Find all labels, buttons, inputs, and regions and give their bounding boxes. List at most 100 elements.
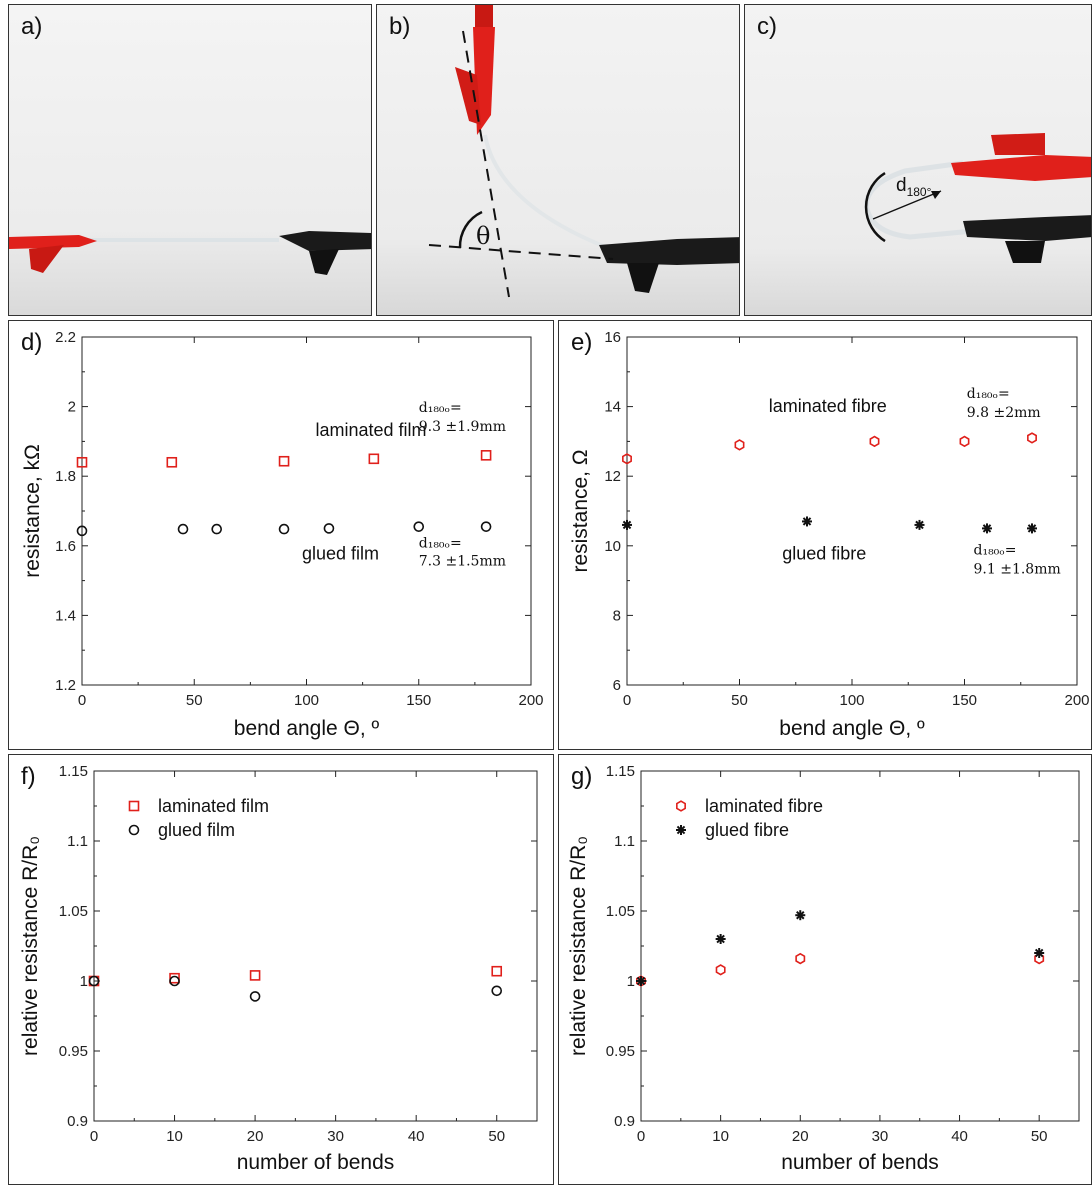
x-tick-label: 50 <box>731 692 748 709</box>
annotation-note: d₁₈₀ₒ= <box>967 386 1010 402</box>
y-tick-label: 1.8 <box>55 468 76 485</box>
data-point <box>249 991 261 1002</box>
legend-label: glued fibre <box>705 820 789 840</box>
red-clip <box>455 5 495 135</box>
red-clip <box>951 133 1091 181</box>
legend-marker <box>128 824 140 836</box>
x-tick-label: 200 <box>1064 692 1089 709</box>
y-axis-title: relative resistance R/R₀ <box>19 836 42 1056</box>
legend-label: glued film <box>158 820 235 840</box>
y-tick-label: 1.15 <box>606 763 635 780</box>
chart-panel-g: 0 10 20 30 40 50 0.9 0.95 1 1.05 1.1 1.15 number of … <box>558 754 1092 1185</box>
data-point <box>413 521 425 532</box>
data-point <box>1034 948 1045 958</box>
y-axis-title: relative resistance R/R₀ <box>567 836 590 1056</box>
annotation-label: glued film <box>302 544 379 564</box>
annotation-note: d₁₈₀ₒ= <box>419 400 462 416</box>
dashed-line-vertical <box>462 30 510 298</box>
x-tick-label: 50 <box>1031 1128 1048 1145</box>
data-point <box>249 970 261 981</box>
data-point <box>715 934 726 944</box>
y-tick-label: 1.6 <box>55 538 76 555</box>
y-tick-label: 1.4 <box>55 607 76 624</box>
annotation-note: 9.3 ±1.9mm <box>419 419 506 435</box>
y-tick-label: 16 <box>604 329 621 346</box>
data-point <box>622 519 632 530</box>
chart-panel-f: 0 10 20 30 40 50 0.9 0.95 1 1.05 1.1 1.15 number of … <box>8 754 554 1185</box>
legend-marker <box>128 800 140 812</box>
photo-background <box>377 5 739 315</box>
data-point <box>177 523 189 535</box>
x-axis-title: bend angle Θ, º <box>234 717 380 740</box>
data-point <box>914 519 925 530</box>
annotation-label: laminated fibre <box>769 396 887 416</box>
y-tick-label: 10 <box>604 538 621 555</box>
x-tick-label: 40 <box>408 1128 425 1145</box>
data-point <box>869 435 880 448</box>
panel-label-d: d) <box>21 329 43 356</box>
legend-label: laminated fibre <box>705 796 823 816</box>
x-tick-label: 0 <box>623 692 631 709</box>
panel-label-f: f) <box>21 763 36 790</box>
legend-label: laminated film <box>158 796 269 816</box>
y-tick-label: 0.95 <box>606 1043 635 1060</box>
diameter-subscript: 180° <box>907 185 932 199</box>
svg-text:d180°: d180° <box>896 175 932 199</box>
annotation-note: 7.3 ±1.5mm <box>419 554 506 570</box>
data-point <box>715 964 726 976</box>
series-laminated-fibre <box>636 952 1045 987</box>
y-tick-label: 1.1 <box>614 833 635 850</box>
series-1 <box>76 521 492 537</box>
x-tick-label: 20 <box>792 1128 809 1145</box>
x-axis-title: number of bends <box>237 1151 395 1174</box>
x-tick-label: 40 <box>951 1128 968 1145</box>
y-tick-label: 1.05 <box>59 903 88 920</box>
y-tick-label: 0.9 <box>67 1113 88 1130</box>
y-axis-title: resistance, kΩ <box>21 444 44 578</box>
data-point <box>211 523 222 535</box>
photo-background <box>9 5 371 315</box>
x-tick-label: 10 <box>166 1128 183 1145</box>
data-point <box>166 456 178 468</box>
x-tick-label: 150 <box>952 692 977 709</box>
data-point <box>982 523 992 534</box>
y-axis-title: resistance, Ω <box>569 449 592 572</box>
y-tick-label: 1 <box>80 973 88 990</box>
x-tick-label: 100 <box>839 692 864 709</box>
legend-marker <box>676 800 686 812</box>
series-1 <box>622 516 1037 534</box>
x-tick-label: 0 <box>90 1128 98 1145</box>
series-glued-film <box>88 975 503 1002</box>
photo-panel-b: θ b) <box>376 4 740 316</box>
y-tick-label: 1.1 <box>67 833 88 850</box>
data-point <box>278 523 290 535</box>
photo-c-image: d180° <box>745 5 1091 315</box>
y-tick-label: 2.2 <box>55 329 76 346</box>
data-point <box>795 910 806 921</box>
data-point <box>278 455 290 467</box>
chart-d: 0 50 100 150 200 1.2 1.4 1.6 1.8 2 2.2 bend angle Θ… <box>21 329 544 740</box>
data-point <box>368 453 380 465</box>
data-point <box>169 975 180 987</box>
data-point <box>88 975 100 987</box>
data-point <box>959 435 970 448</box>
y-tick-label: 0.95 <box>59 1043 88 1060</box>
y-tick-label: 0.9 <box>614 1113 635 1130</box>
data-point <box>802 516 812 527</box>
chart-panel-e: 0 50 100 150 200 6 8 10 12 14 16 bend angle Θ, º res… <box>558 320 1092 750</box>
x-axis-title: bend angle Θ, º <box>779 717 925 740</box>
panel-label-e: e) <box>571 329 593 356</box>
y-tick-label: 12 <box>604 468 621 485</box>
x-tick-label: 0 <box>78 692 86 709</box>
data-point <box>734 439 745 451</box>
panel-label-g: g) <box>571 763 593 790</box>
diameter-arrow <box>872 190 942 220</box>
x-tick-label: 100 <box>294 692 319 709</box>
data-point <box>795 952 806 965</box>
x-tick-label: 10 <box>712 1128 729 1145</box>
x-tick-label: 30 <box>872 1128 889 1145</box>
y-tick-label: 2 <box>68 399 76 416</box>
y-tick-label: 1.05 <box>606 903 635 920</box>
x-tick-label: 200 <box>518 692 543 709</box>
y-tick-label: 1 <box>627 973 635 990</box>
